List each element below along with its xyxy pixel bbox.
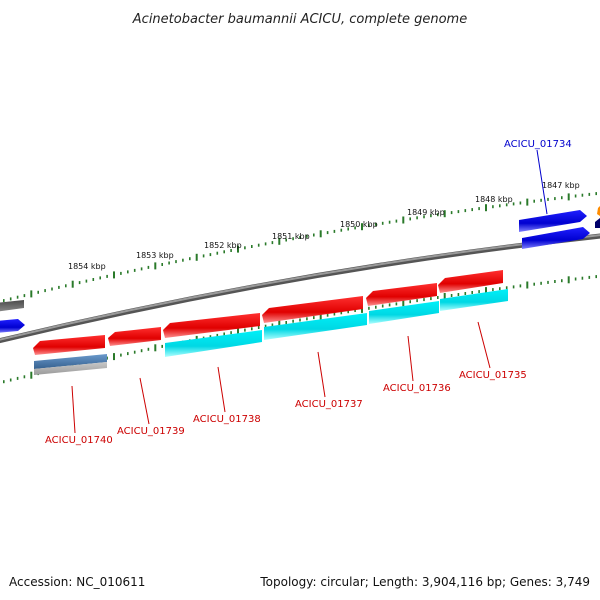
gene-label-acicu-01734[interactable]: ACICU_01734 xyxy=(504,139,572,150)
gene-track-red xyxy=(33,270,503,355)
gene-arrow-acicu-01737[interactable] xyxy=(262,296,363,323)
topology-text: Topology: circular; Length: 3,904,116 bp… xyxy=(259,575,590,589)
tick-label: 1848 kbp xyxy=(475,195,513,204)
label-leader-lines xyxy=(71,149,548,434)
gene-label-acicu-01736[interactable]: ACICU_01736 xyxy=(383,383,451,394)
steel-blue-feature xyxy=(34,354,107,369)
accession-text: Accession: NC_010611 xyxy=(9,575,145,589)
dark-feature-partial xyxy=(0,300,24,312)
tick-label: 1854 kbp xyxy=(68,262,106,271)
map-title: Acinetobacter baumannii ACICU, complete … xyxy=(132,12,467,27)
leader-line-acicu-01738 xyxy=(217,366,226,413)
gene-arrow-acicu-01735[interactable] xyxy=(438,270,503,293)
feature-track-misc xyxy=(34,354,107,375)
upper-tick-ring xyxy=(2,192,598,303)
leader-line-acicu-01740 xyxy=(71,385,76,434)
tick-label: 1847 kbp xyxy=(542,181,580,190)
blue-gene-partial xyxy=(0,319,25,333)
tick-label: 1852 kbp xyxy=(204,241,242,250)
tick-label: 1850 kbp xyxy=(340,220,378,229)
gene-arrow-acicu-01734-b[interactable] xyxy=(522,227,590,249)
gene-label-acicu-01735[interactable]: ACICU_01735 xyxy=(459,370,527,381)
gene-arrow-acicu-01740[interactable] xyxy=(33,335,105,355)
kbp-tick-labels: 1847 kbp 1848 kbp 1849 kbp 1850 kbp 1851… xyxy=(68,181,580,271)
gene-track-blue xyxy=(519,206,600,249)
gene-arrow-acicu-01739[interactable] xyxy=(108,327,161,346)
tick-label: 1851 kbp xyxy=(272,232,310,241)
leader-line-acicu-01737 xyxy=(317,351,326,398)
gene-label-acicu-01738[interactable]: ACICU_01738 xyxy=(193,414,261,425)
orange-feature-partial xyxy=(597,206,600,216)
gene-arrow-acicu-01734[interactable] xyxy=(519,210,587,232)
navy-feature-partial xyxy=(595,218,600,228)
left-partial-features xyxy=(0,300,25,333)
leader-line-acicu-01739 xyxy=(139,377,150,425)
cyan-feature xyxy=(264,313,367,340)
leader-line-acicu-01735 xyxy=(477,321,491,369)
gene-arrow-acicu-01736[interactable] xyxy=(366,283,437,306)
gene-label-acicu-01739[interactable]: ACICU_01739 xyxy=(117,426,185,437)
gene-label-acicu-01740[interactable]: ACICU_01740 xyxy=(45,435,113,446)
cyan-feature xyxy=(440,289,508,311)
feature-track-cyan xyxy=(165,289,508,357)
gene-labels: ACICU_01734 ACICU_01735 ACICU_01736 ACIC… xyxy=(45,139,572,446)
tick-label: 1849 kbp xyxy=(407,208,445,217)
cyan-feature xyxy=(369,301,439,324)
grey-feature xyxy=(34,362,107,375)
gene-arrow-acicu-01738[interactable] xyxy=(163,313,260,338)
leader-line-acicu-01736 xyxy=(407,335,414,382)
tick-label: 1853 kbp xyxy=(136,251,174,260)
gene-label-acicu-01737[interactable]: ACICU_01737 xyxy=(295,399,363,410)
leader-line-acicu-01734 xyxy=(536,149,548,215)
cyan-feature xyxy=(165,330,262,357)
